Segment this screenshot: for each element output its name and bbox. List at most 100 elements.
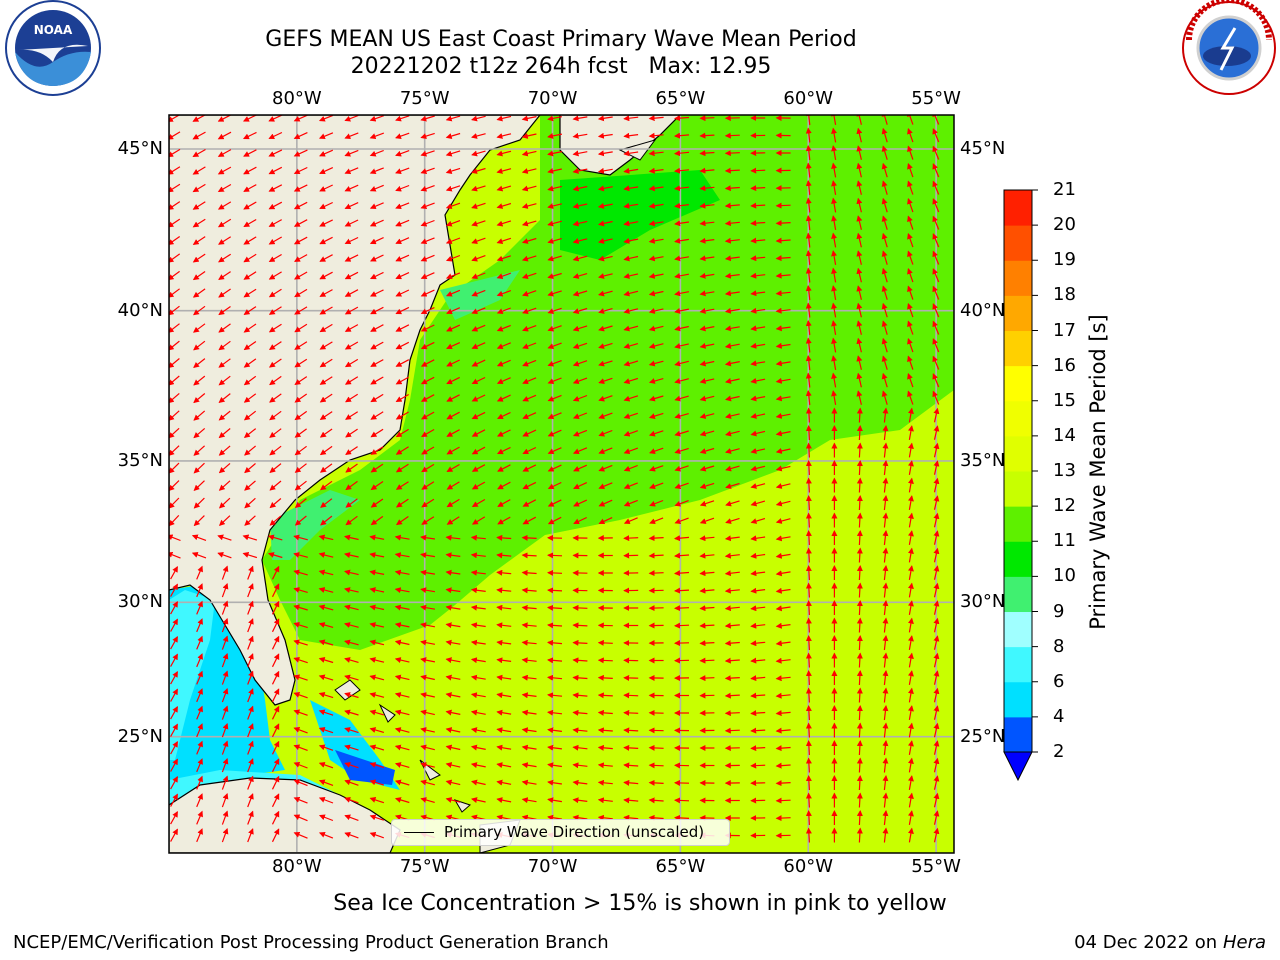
wave-arrow (369, 132, 385, 140)
wave-arrow (394, 604, 410, 611)
wave-arrow (496, 604, 512, 611)
wave-arrow (370, 289, 384, 297)
wave-arrow (932, 390, 940, 405)
wave-arrow (471, 289, 486, 297)
wave-arrow (648, 395, 664, 402)
wave-arrow (805, 792, 812, 808)
wave-arrow (648, 132, 664, 139)
wave-arrow (521, 272, 537, 279)
wave-arrow (907, 215, 914, 230)
wave-arrow (547, 499, 562, 507)
wave-arrow (547, 447, 562, 455)
wave-arrow (319, 306, 333, 315)
wave-arrow (445, 272, 461, 280)
wave-arrow (907, 635, 914, 651)
wave-arrow (268, 271, 282, 280)
wave-arrow (470, 552, 486, 559)
wave-arrow (522, 325, 537, 332)
wave-arrow (597, 639, 613, 646)
wave-arrow (805, 267, 812, 283)
wave-arrow (907, 687, 914, 703)
wave-arrow (221, 565, 229, 580)
wave-arrow (370, 411, 384, 420)
wave-arrow (775, 570, 791, 577)
wave-arrow (724, 255, 740, 262)
wave-arrow (170, 566, 178, 580)
wave-arrow (572, 709, 588, 716)
wave-arrow (170, 601, 178, 615)
wave-arrow (699, 395, 715, 402)
wave-arrow (547, 429, 562, 437)
wave-arrow (547, 115, 563, 122)
wave-arrow (933, 652, 940, 668)
wave-arrow (496, 185, 512, 192)
wave-arrow (674, 552, 690, 559)
wave-arrow (805, 337, 812, 353)
wave-arrow (674, 307, 690, 314)
wave-arrow (294, 254, 308, 262)
wave-arrow (369, 569, 385, 576)
wave-arrow (932, 250, 940, 265)
wave-arrow (674, 447, 689, 454)
wave-arrow (775, 745, 791, 752)
wave-arrow (521, 237, 537, 244)
wave-arrow (318, 674, 334, 681)
wave-arrow (805, 582, 812, 598)
wave-arrow (882, 442, 889, 458)
wave-arrow (623, 517, 638, 525)
wave-arrow (319, 393, 333, 403)
wave-arrow (750, 517, 766, 524)
wave-arrow (421, 516, 435, 525)
wave-arrow (319, 149, 334, 157)
wave-arrow (445, 727, 461, 734)
wave-arrow (598, 464, 613, 472)
lon-tick-top: 60°W (783, 88, 834, 109)
wave-arrow (750, 360, 766, 367)
wave-arrow (445, 674, 461, 681)
wave-arrow (445, 587, 461, 594)
wave-arrow (805, 215, 812, 231)
wave-arrow (597, 657, 613, 664)
wave-arrow (269, 480, 282, 491)
wave-arrow (369, 149, 384, 157)
wave-arrow (724, 202, 740, 209)
footer-credit: NCEP/EMC/Verification Post Processing Pr… (13, 932, 609, 953)
wave-arrow (933, 442, 940, 458)
wave-arrow (882, 407, 889, 423)
footer-machine: Hera (1222, 932, 1266, 953)
wave-arrow (648, 325, 664, 332)
wave-arrow (294, 480, 307, 491)
wave-arrow (775, 307, 791, 314)
wave-arrow (268, 115, 283, 122)
wave-arrow (882, 705, 889, 721)
wave-arrow (420, 552, 435, 559)
wave-arrow (271, 583, 280, 598)
wave-arrow (881, 390, 888, 405)
wave-arrow (170, 618, 178, 632)
wave-arrow (420, 254, 435, 262)
wave-arrow (344, 306, 359, 315)
wave-arrow (856, 390, 863, 405)
wave-arrow (831, 127, 838, 143)
wave-arrow (882, 635, 889, 651)
wave-arrow (293, 726, 308, 734)
wave-arrow (369, 184, 384, 192)
wave-arrow (724, 150, 740, 157)
wave-arrow (497, 429, 511, 437)
wave-arrow (471, 115, 486, 122)
noaa-logo: NOAA (0, 0, 105, 100)
wave-arrow (775, 202, 791, 209)
wave-arrow (170, 653, 178, 667)
wave-arrow (699, 447, 715, 454)
wave-arrow (471, 411, 486, 420)
wave-arrow (243, 358, 257, 368)
wave-arrow (218, 323, 231, 333)
wave-arrow (907, 495, 914, 511)
wave-arrow (395, 306, 410, 315)
wave-arrow (445, 709, 461, 716)
wave-arrow (775, 430, 791, 437)
wave-arrow (293, 692, 308, 699)
wave-arrow (320, 515, 333, 526)
wave-arrow (547, 377, 562, 385)
wave-arrow (193, 515, 205, 527)
